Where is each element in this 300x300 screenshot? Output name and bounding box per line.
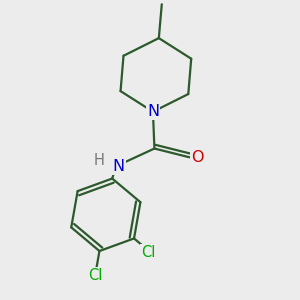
Text: Cl: Cl <box>141 245 155 260</box>
Text: N: N <box>147 104 159 119</box>
Text: Cl: Cl <box>88 268 103 283</box>
Text: H: H <box>94 153 104 168</box>
Text: N: N <box>112 159 124 174</box>
Text: O: O <box>191 150 203 165</box>
